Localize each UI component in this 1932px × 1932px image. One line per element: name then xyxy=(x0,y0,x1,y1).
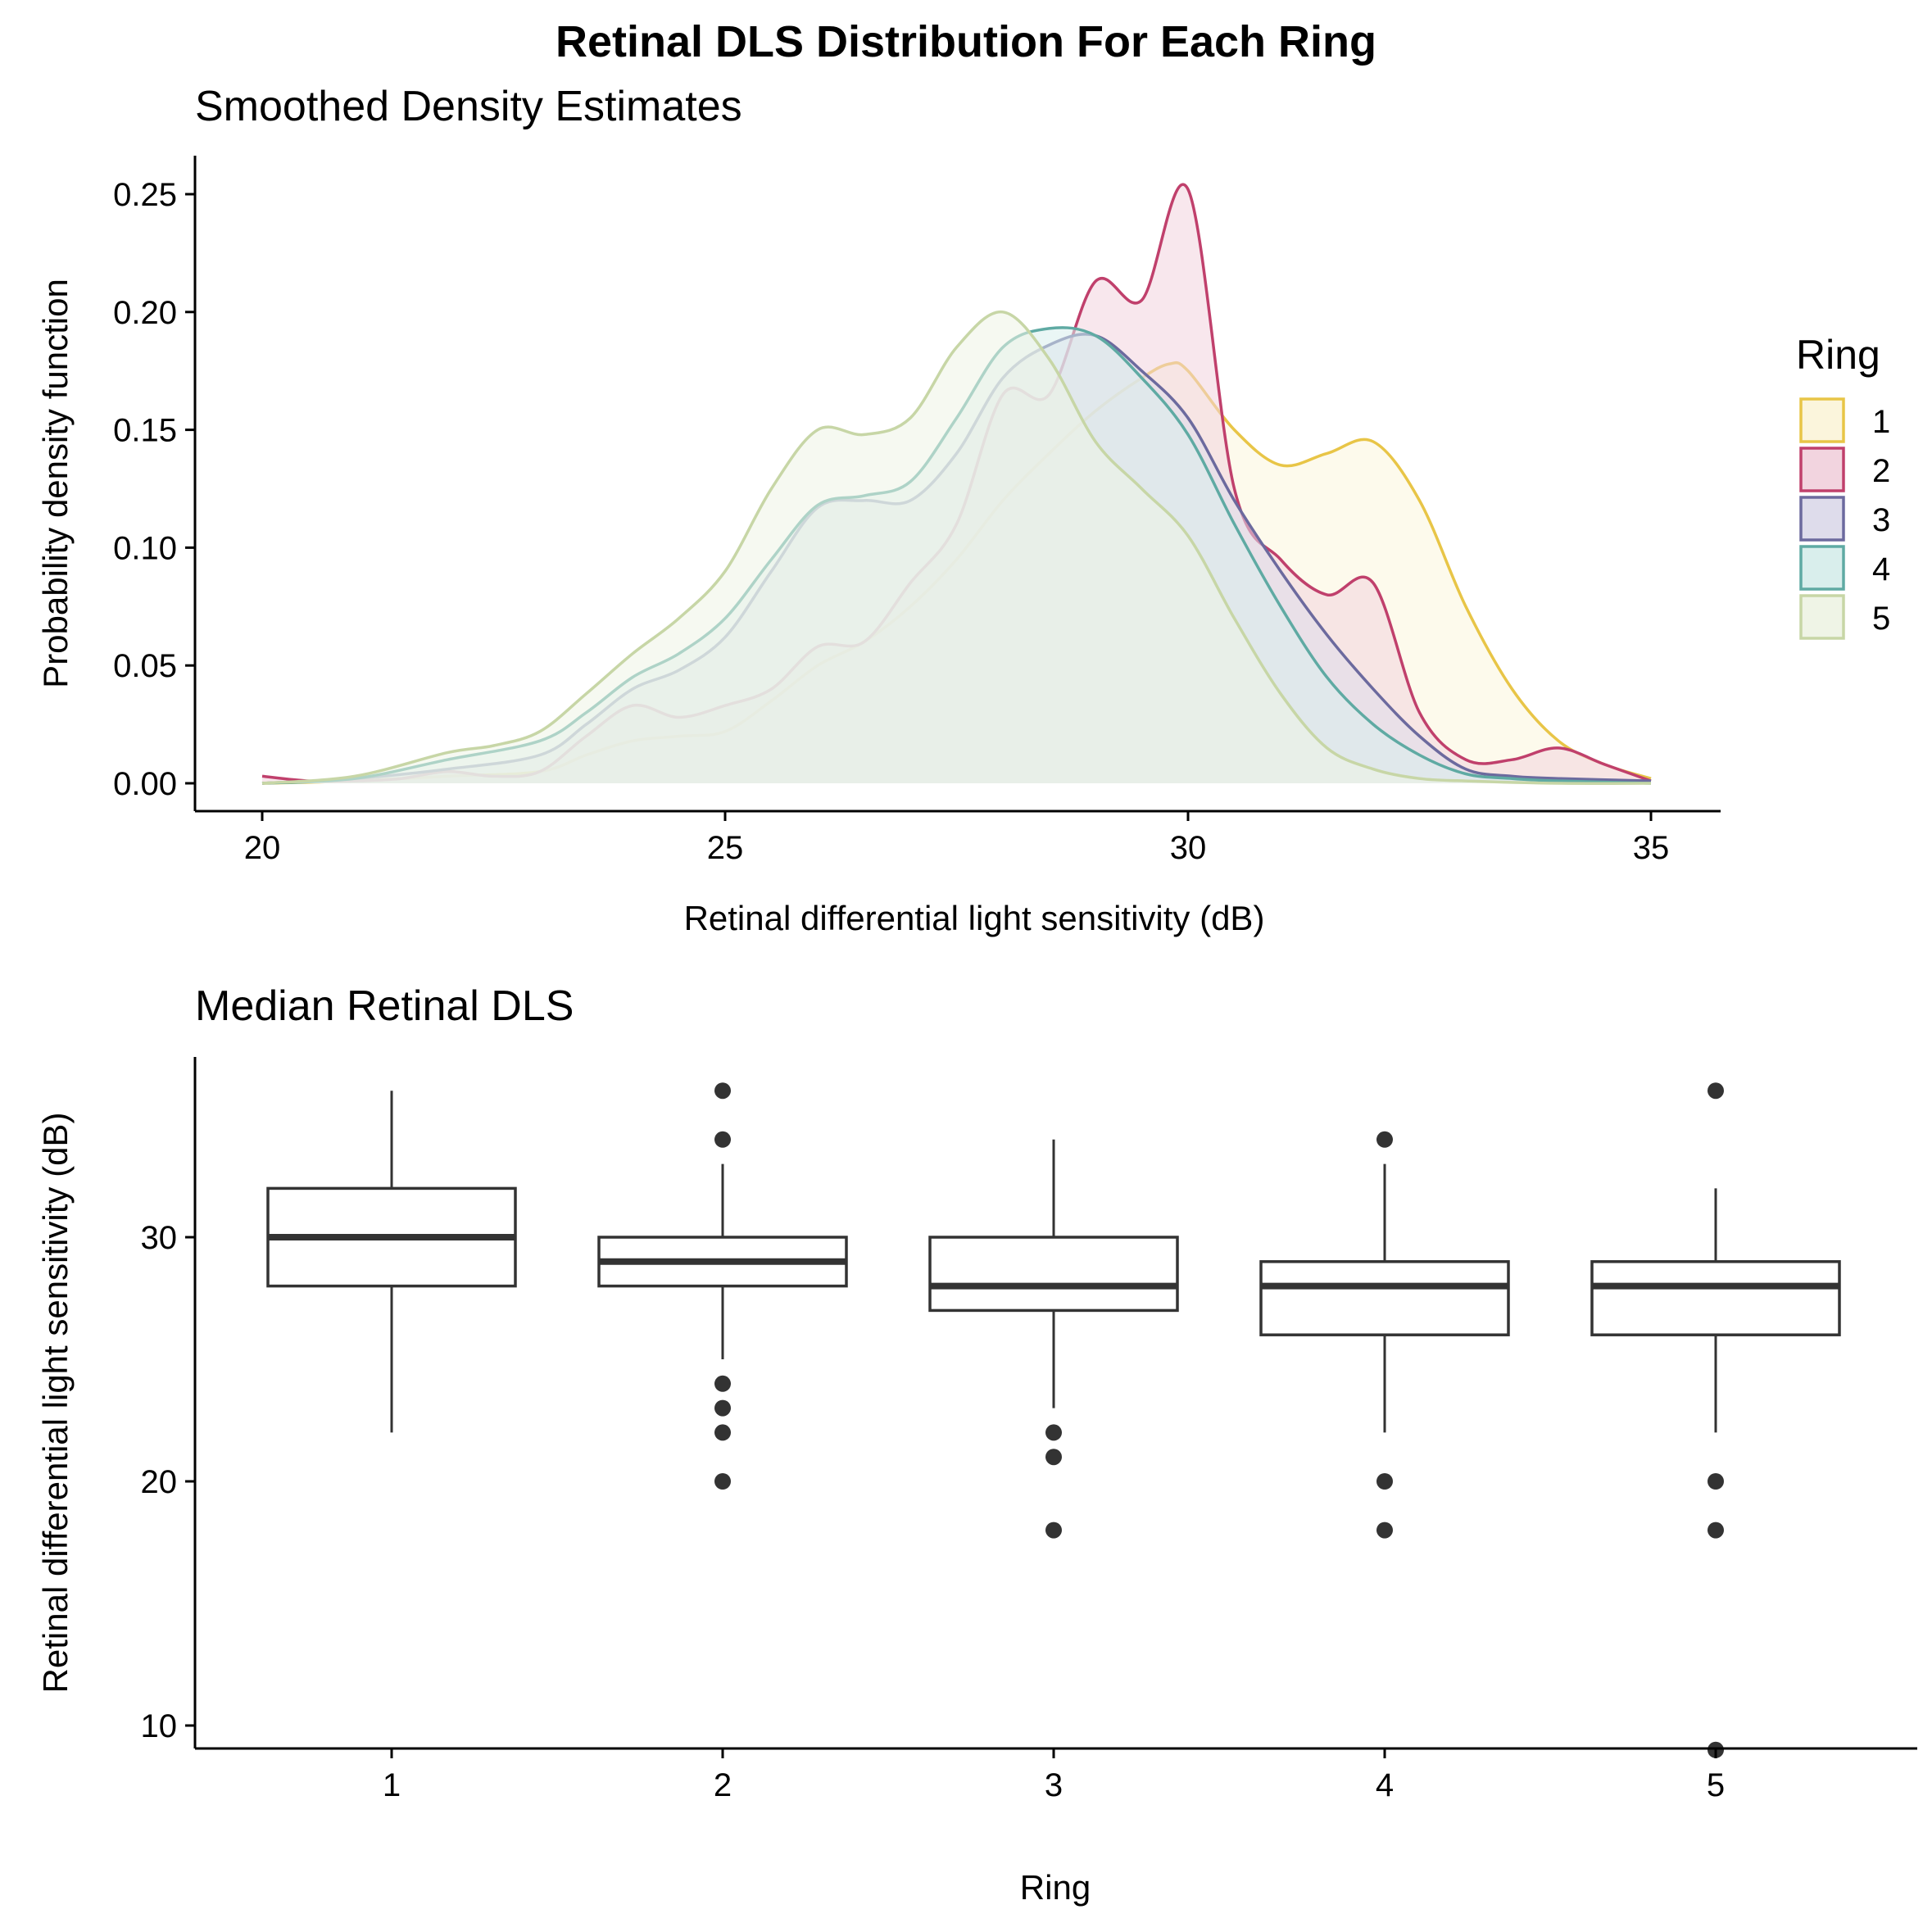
density-y-tick-label: 0.15 xyxy=(113,413,177,449)
box-x-tick-label: 1 xyxy=(383,1767,401,1803)
outlier-point xyxy=(1708,1522,1724,1539)
outlier-point xyxy=(714,1424,731,1441)
density-x-tick-label: 20 xyxy=(244,830,281,866)
box-iqr xyxy=(1590,1260,1841,1336)
box-iqr xyxy=(1259,1260,1510,1336)
legend-key-ring-1 xyxy=(1799,397,1845,443)
box-ring-3 xyxy=(928,1139,1179,1539)
outlier-point xyxy=(714,1473,731,1490)
box-ring-1 xyxy=(266,1091,517,1433)
legend-title: Ring xyxy=(1796,332,1880,378)
outlier-point xyxy=(1708,1473,1724,1490)
box-iqr xyxy=(928,1236,1179,1313)
outlier-point xyxy=(1376,1522,1393,1539)
density-line-ring-5 xyxy=(261,311,1652,785)
outlier-point xyxy=(1045,1449,1062,1466)
boxplot-subtitle: Median Retinal DLS xyxy=(195,982,574,1030)
density-y-tick-label: 0.25 xyxy=(113,177,177,213)
box-ring-2 xyxy=(597,1082,848,1490)
density-x-tick-label: 35 xyxy=(1633,830,1670,866)
density-subtitle: Smoothed Density Estimates xyxy=(195,83,742,130)
density-y-tick-label: 0.10 xyxy=(113,530,177,566)
density-y-tick-label: 0.00 xyxy=(113,766,177,802)
density-x-tick-label: 30 xyxy=(1170,830,1207,866)
box-ring-4 xyxy=(1259,1131,1510,1539)
chart-title: Retinal DLS Distribution For Each Ring xyxy=(555,17,1377,66)
density-area-ring-5 xyxy=(262,311,1651,784)
box-x-tick-label: 5 xyxy=(1707,1767,1725,1803)
outlier-point xyxy=(1376,1473,1393,1490)
box-y-tick-label: 10 xyxy=(141,1708,178,1744)
box-x-tick-label: 4 xyxy=(1376,1767,1394,1803)
box-y-tick-label: 30 xyxy=(141,1220,178,1256)
density-y-tick-label: 0.20 xyxy=(113,295,177,331)
legend-label-ring-5: 5 xyxy=(1872,601,1890,637)
box-y-tick-label: 20 xyxy=(141,1464,178,1500)
outlier-point xyxy=(714,1399,731,1417)
box-x-tick-label: 2 xyxy=(714,1767,732,1803)
legend-key-ring-2 xyxy=(1799,447,1845,492)
density-x-tick-label: 25 xyxy=(707,830,744,866)
outlier-point xyxy=(1045,1424,1062,1441)
legend-key-ring-5 xyxy=(1799,594,1845,640)
outlier-point xyxy=(1045,1522,1062,1539)
legend-key-ring-4 xyxy=(1799,545,1845,591)
outlier-point xyxy=(714,1082,731,1100)
legend: Ring 1 2 3 4 5 xyxy=(1796,332,1890,640)
density-x-axis-title: Retinal differential light sensitivity (… xyxy=(684,899,1265,937)
outlier-point xyxy=(714,1375,731,1392)
outlier-point xyxy=(1376,1131,1393,1148)
legend-key-ring-3 xyxy=(1799,496,1845,542)
density-y-tick-label: 0.05 xyxy=(113,648,177,684)
box-y-axis-title: Retinal differential light sensitivity (… xyxy=(36,1113,75,1694)
boxplot-panel: 10 20 30 1 2 3 4 5 Ring Retinal differential ligh… xyxy=(36,1057,1917,1907)
legend-label-ring-2: 2 xyxy=(1872,453,1890,489)
outlier-point xyxy=(714,1131,731,1148)
box-ring-5 xyxy=(1590,1082,1841,1758)
outlier-point xyxy=(1708,1082,1724,1100)
legend-label-ring-1: 1 xyxy=(1872,404,1890,440)
box-x-tick-label: 3 xyxy=(1045,1767,1063,1803)
legend-label-ring-3: 3 xyxy=(1872,502,1890,538)
box-x-axis-title: Ring xyxy=(1020,1868,1091,1907)
legend-label-ring-4: 4 xyxy=(1872,551,1890,587)
density-y-axis-title: Probability density function xyxy=(36,279,75,688)
